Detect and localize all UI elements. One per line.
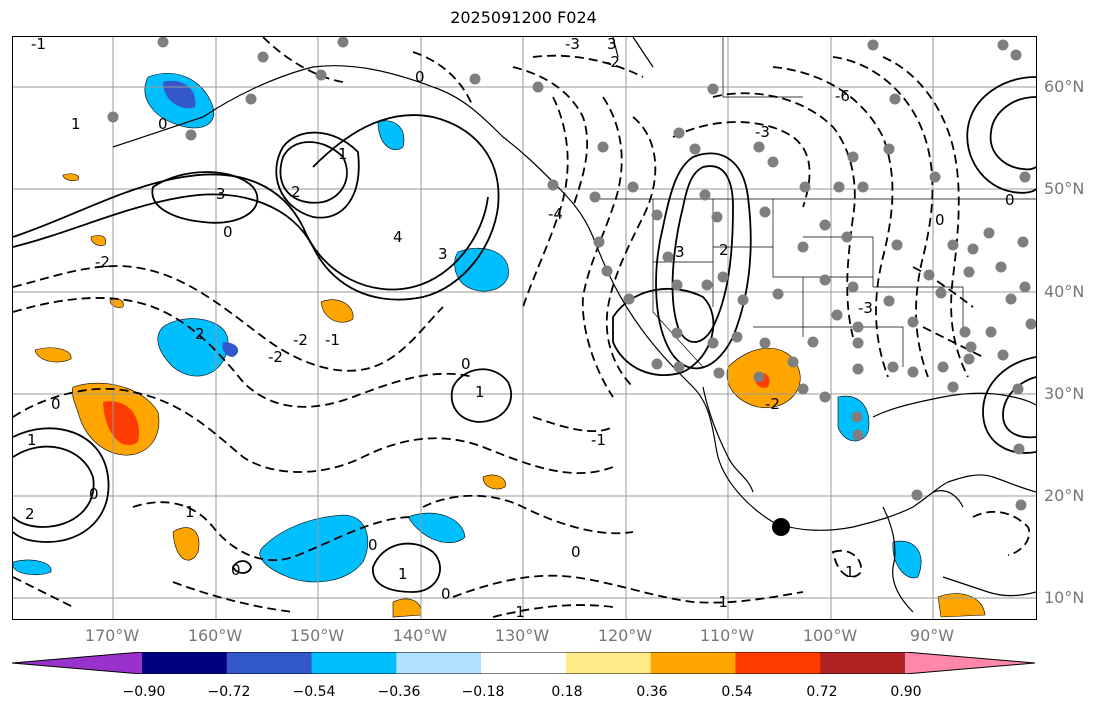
lon-label: 110°W — [699, 626, 755, 645]
contour-label-minus-4: -3 — [565, 37, 580, 53]
colorbar-segment — [311, 652, 397, 674]
colorbar-segment — [481, 652, 567, 674]
contour-label-0: 0 — [51, 395, 61, 413]
solid-contours — [13, 76, 1036, 593]
colorbar-segment — [565, 652, 652, 674]
location-marker — [772, 518, 790, 536]
contour-label-minus-2: -2 — [268, 348, 283, 366]
dashed-contours — [13, 37, 1031, 618]
contour-label-minus-1: -1 — [325, 331, 340, 349]
contour-label-minus-1: -1 — [510, 603, 525, 619]
colorbar-tick-label: −0.72 — [207, 684, 251, 700]
contour-label-0: 0 — [223, 223, 233, 241]
lat-label: 60°N — [1044, 77, 1085, 96]
contour-label-0: 0 — [571, 543, 581, 561]
station-markers — [107, 37, 1036, 511]
colorbar-tick-label: 0.90 — [890, 684, 922, 700]
lat-label: 30°N — [1044, 384, 1085, 403]
colorbar-extend-low — [12, 652, 142, 674]
lon-label: 100°W — [802, 626, 858, 645]
contour-label-2: 2 — [719, 241, 729, 259]
colorbar-extend-high — [905, 652, 1035, 674]
contour-label-1: 1 — [845, 563, 855, 581]
contour-label-3: 3 — [675, 243, 685, 261]
lon-label: 170°W — [84, 626, 140, 645]
contour-label-2: 2 — [291, 183, 301, 201]
contour-label-3: 3 — [607, 37, 617, 53]
contour-label-1: 1 — [338, 145, 348, 163]
contour-label-minus-2: -2 — [605, 53, 620, 71]
colorbar-tick-label: −0.90 — [122, 684, 166, 700]
colorbar-segment — [650, 652, 736, 674]
contour-label-minus-2: -2 — [95, 253, 110, 271]
contour-label-4: 4 — [393, 228, 403, 246]
contour-label-0: 0 — [158, 115, 168, 133]
lon-label: 150°W — [289, 626, 345, 645]
contour-label-0: 0 — [231, 561, 241, 579]
contour-label-2: 2 — [195, 325, 205, 343]
contour-label-minus-2: -2 — [293, 331, 308, 349]
lon-label: 90°W — [909, 626, 955, 645]
contour-label-0: 0 — [461, 355, 471, 373]
colorbar-tick-label: 0.36 — [636, 684, 668, 700]
contour-label-0: 0 — [935, 211, 945, 229]
contour-label-minus-3: -3 — [858, 299, 873, 317]
coastlines — [112, 37, 1036, 613]
colorbar-tick-label: 0.54 — [721, 684, 753, 700]
contour-label-1: 1 — [475, 383, 485, 401]
lon-label: 130°W — [494, 626, 550, 645]
contour-label-minus-3: -3 — [755, 123, 770, 141]
shaded-anomaly-fields — [13, 73, 986, 618]
colorbar-tick-label: −0.18 — [461, 684, 505, 700]
contour-label-1: 1 — [71, 115, 81, 133]
contour-labels: -1 0 1 3 2 1 4 3 0 -2 2 -2 -2 -1 0 1 0 1… — [25, 37, 1015, 619]
contour-label-minus-1: -1 — [591, 431, 606, 449]
colorbar-segments — [12, 652, 1035, 674]
contour-label-minus-2: -2 — [765, 395, 780, 413]
lon-label: 160°W — [187, 626, 243, 645]
lat-lon-grid — [13, 37, 1036, 619]
lon-label: 140°W — [392, 626, 448, 645]
contour-label-0: 0 — [368, 536, 378, 554]
contour-label-2: 2 — [25, 505, 35, 523]
contour-label-3: 3 — [438, 245, 448, 263]
contour-label-minus-1: -1 — [31, 37, 46, 53]
contour-label-minus-6: -6 — [835, 87, 850, 105]
contour-label-3: 3 — [216, 185, 226, 203]
colorbar-segment — [820, 652, 906, 674]
colorbar-segment — [226, 652, 313, 674]
colorbar — [12, 652, 1035, 674]
colorbar-tick-label: −0.36 — [377, 684, 421, 700]
lon-label: 120°W — [597, 626, 653, 645]
state-borders — [593, 37, 1036, 368]
colorbar-tick-label: 0.18 — [551, 684, 583, 700]
colorbar-segment — [396, 652, 482, 674]
contour-label-0: 0 — [441, 585, 451, 603]
contour-label-1: 1 — [27, 431, 37, 449]
contour-label-0: 0 — [1005, 191, 1015, 209]
lat-label: 40°N — [1044, 282, 1085, 301]
lat-label: 10°N — [1044, 588, 1085, 607]
lat-label: 20°N — [1044, 486, 1085, 505]
lat-label: 50°N — [1044, 179, 1085, 198]
contour-label-0: 0 — [89, 485, 99, 503]
map-canvas: -1 0 1 3 2 1 4 3 0 -2 2 -2 -2 -1 0 1 0 1… — [13, 37, 1036, 619]
map-panel: -1 0 1 3 2 1 4 3 0 -2 2 -2 -2 -1 0 1 0 1… — [12, 36, 1037, 620]
colorbar-tick-label: −0.54 — [292, 684, 336, 700]
colorbar-tick-label: 0.72 — [806, 684, 838, 700]
contour-label-1: 1 — [185, 503, 195, 521]
map-title: 2025091200 F024 — [450, 8, 597, 27]
contour-label-1: 1 — [398, 565, 408, 583]
colorbar-segment — [142, 652, 228, 674]
contour-label-minus-4: -4 — [548, 205, 563, 223]
contour-label-minus-1: -1 — [713, 593, 728, 611]
contour-label-0: 0 — [415, 68, 425, 86]
colorbar-segment — [735, 652, 821, 674]
